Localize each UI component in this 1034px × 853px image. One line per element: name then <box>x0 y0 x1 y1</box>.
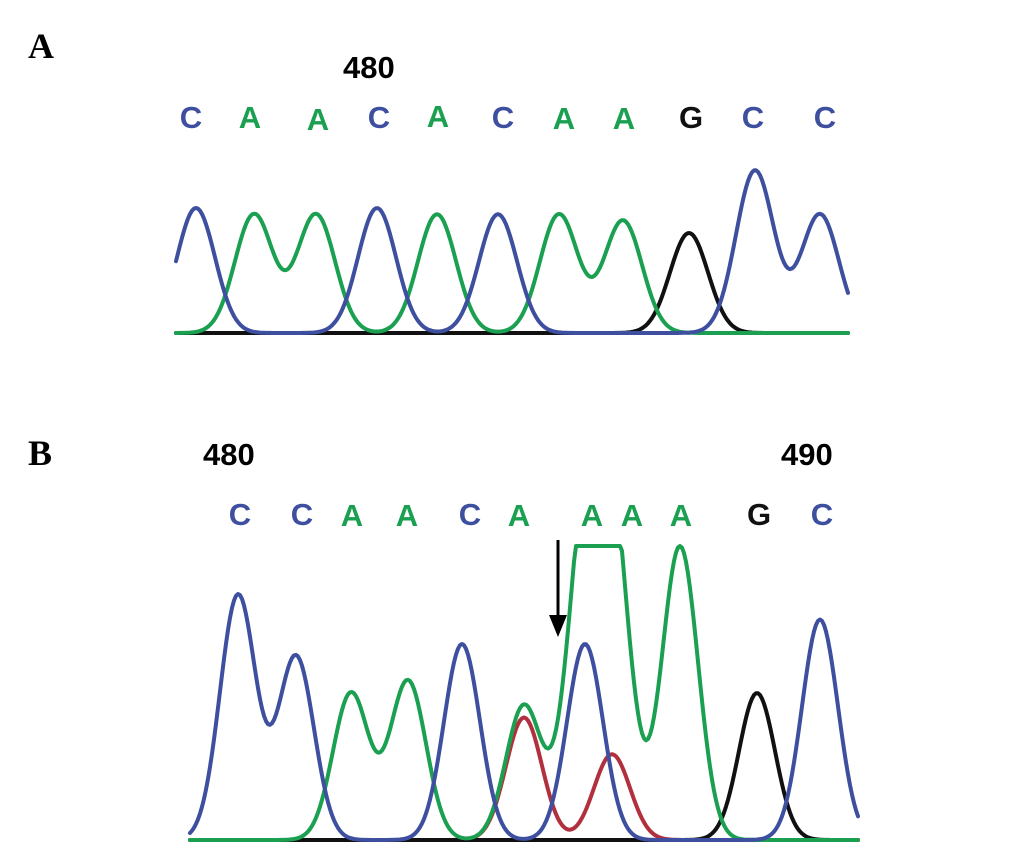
base-call-A-8: A <box>613 101 635 136</box>
panel-b-position-490: 490 <box>781 437 833 472</box>
base-call-A-8: A <box>621 498 643 533</box>
trace-t-line <box>188 715 860 842</box>
base-call-A-5: A <box>427 99 449 134</box>
base-call-C-2: C <box>291 497 313 532</box>
panel-a-traces <box>174 168 850 335</box>
panel-a-letter: A <box>28 26 54 66</box>
base-call-C-11: C <box>811 497 833 532</box>
base-call-C-4: C <box>368 100 390 135</box>
base-call-A-7: A <box>581 498 603 533</box>
panel-b-letter: B <box>28 433 52 473</box>
base-call-A-6: A <box>508 498 530 533</box>
mutation-arrow <box>549 540 567 637</box>
panel-a-position-480: 480 <box>343 50 395 85</box>
base-call-G-9: G <box>679 100 703 135</box>
base-call-C-1: C <box>180 100 202 135</box>
trace-g-line <box>188 691 860 842</box>
base-call-A-3: A <box>307 102 329 137</box>
base-call-C-10: C <box>742 100 764 135</box>
base-call-C-1: C <box>229 497 251 532</box>
trace-c-line <box>188 592 860 842</box>
panel-b-position-480: 480 <box>203 437 255 472</box>
trace-c-line <box>174 168 850 335</box>
panel-b-traces <box>188 544 860 842</box>
base-call-C-5: C <box>459 497 481 532</box>
base-call-A-2: A <box>239 100 261 135</box>
panel-a: A 480 C A A C A C A A G C C <box>28 26 850 335</box>
trace-a-line <box>174 211 850 335</box>
base-call-A-9: A <box>670 498 692 533</box>
base-call-A-7: A <box>553 101 575 136</box>
base-call-G-10: G <box>747 497 771 532</box>
arrow-head <box>549 615 567 637</box>
base-call-C-6: C <box>492 100 514 135</box>
base-call-A-4: A <box>396 498 418 533</box>
base-call-C-11: C <box>814 100 836 135</box>
base-call-A-3: A <box>341 498 363 533</box>
